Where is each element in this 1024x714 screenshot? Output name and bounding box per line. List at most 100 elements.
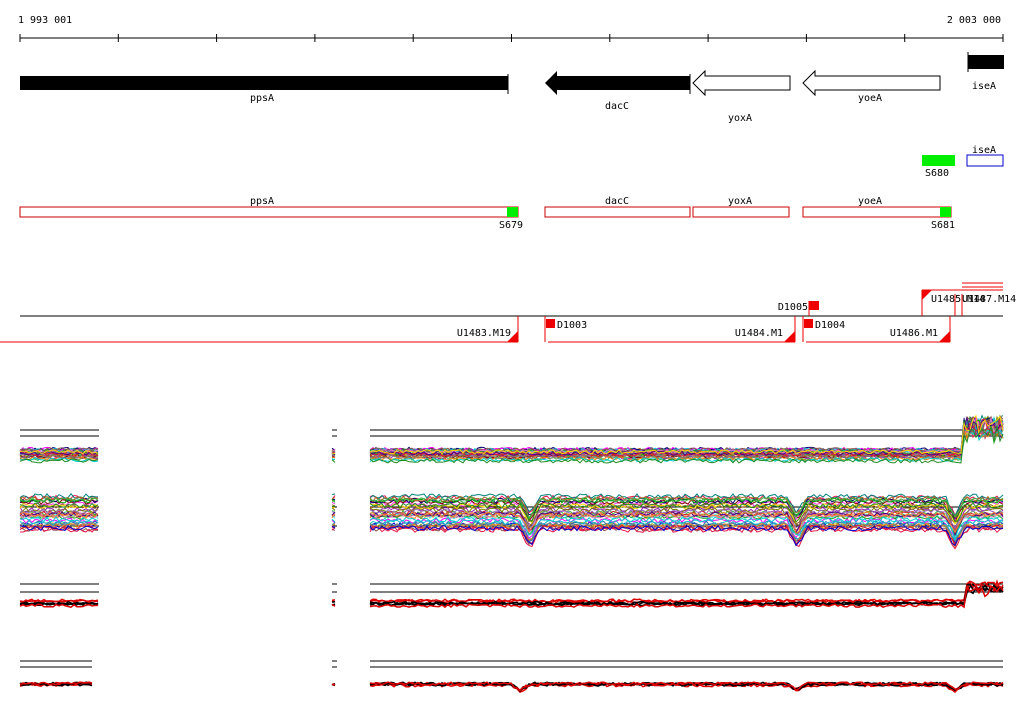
gene-dacC-label: dacC [605,101,629,112]
profile-series [20,457,99,463]
profile-series [369,497,1004,520]
ruler-end-label: 2 003 000 [947,15,1001,26]
gene-yoxA-label: yoxA [728,113,752,124]
iseA-box-label: iseA [972,145,996,156]
profile-series [19,519,99,526]
profile-series [331,513,336,517]
profile-series [369,682,1004,693]
profile-series [331,518,336,523]
profile-series [331,459,336,463]
profile-series [369,681,1004,692]
profile-series [19,511,99,518]
profile-series [19,681,93,686]
profile-series [369,424,1004,462]
profile-series [331,458,336,461]
gene-yoeA-label: yoeA [858,93,882,104]
profile-series [331,525,336,529]
profile-series [331,683,336,686]
profile-series [369,502,1004,523]
segment-U1483-flag [507,331,518,342]
profile-series [19,508,99,515]
profile-series [19,516,99,523]
gene-iseA-label: iseA [972,81,996,92]
profile-series [331,501,336,505]
profile-series [369,522,1004,543]
site-S681-label: S681 [931,220,955,231]
profile-series [20,526,99,533]
profile-series [369,506,1004,531]
profile-series [369,525,1004,547]
segment-D1003-marker[interactable] [546,319,555,328]
profile-series [19,502,99,509]
profile-series [331,523,336,527]
profile-series [369,414,1004,453]
profile-series [331,603,336,607]
operon-ppsA-box[interactable] [19,206,519,218]
profile-series [369,495,1004,519]
profile-series [369,417,1004,457]
profile-series [331,497,336,500]
gene-ppsA-arrow[interactable] [20,76,508,90]
profile-series [19,603,99,609]
gene-dacC-arrow[interactable] [545,71,690,95]
segment-U1486-flag [939,331,950,342]
profile-series [369,414,1004,454]
site-S679-marker[interactable] [507,207,518,217]
operon-dacC-box[interactable] [544,206,691,218]
segment-U1487-label: U1487.M14 [962,294,1016,305]
segment-D1004-marker[interactable] [804,319,813,328]
segment-U1485-flag [922,290,932,300]
segment-U1483-label: U1483.M19 [457,328,511,339]
iseA-box[interactable] [966,154,1004,167]
profile-series [19,447,99,453]
ruler-start-label: 1 993 001 [18,15,72,26]
profile-series [369,584,1004,609]
segment-U1484-flag [784,331,795,342]
upstream-site-track: S680 iseA [922,145,1004,179]
profile-series [331,510,336,512]
operon-yoxA-box[interactable] [692,206,790,218]
gene-track: ppsA dacC yoxA yoeA iseA [20,52,1004,124]
profile-series [331,454,336,457]
operon-dacC-label: dacC [605,196,629,207]
profile-series [369,416,1004,453]
site-S681-marker[interactable] [940,207,951,217]
profile-panel-4 [19,660,1004,694]
site-S680-marker[interactable] [922,155,955,166]
profile-series [19,451,99,456]
profile-series [369,583,1004,606]
profile-series [369,496,1004,519]
profile-series [369,414,1004,453]
segment-U1484-label: U1484.M1 [735,328,783,339]
profile-panel-2 [19,492,1004,550]
profile-series [369,414,1004,455]
profile-panel-1 [19,414,1004,464]
gene-yoxA-arrow[interactable] [692,69,791,97]
profile-series [331,452,336,455]
segment-D1004-label: D1004 [815,320,845,331]
operon-ppsA-label: ppsA [250,196,274,207]
operon-track: ppsA S679 dacC yoxA yoeA S681 [19,196,955,231]
profile-series [19,447,99,453]
profile-series [331,449,336,452]
segment-D1005-marker[interactable] [809,301,819,310]
profile-series [19,598,99,604]
segment-U1485-label: U1485.M14 [931,294,985,305]
operon-yoxA-label: yoxA [728,196,752,207]
gene-iseA-arrow[interactable] [968,55,1004,69]
profile-series [369,526,1004,550]
profile-series [369,425,1004,463]
profile-series [19,496,99,502]
profile-series [331,499,336,502]
profile-series [369,493,1004,518]
expression-profiles [19,414,1004,694]
operon-yoeA-label: yoeA [858,196,882,207]
profile-series [19,492,99,500]
operon-yoeA-box[interactable] [802,206,952,218]
site-S679-label: S679 [499,220,523,231]
site-S680-label: S680 [925,168,949,179]
gene-yoeA-arrow[interactable] [802,69,941,97]
profile-series [19,449,99,455]
